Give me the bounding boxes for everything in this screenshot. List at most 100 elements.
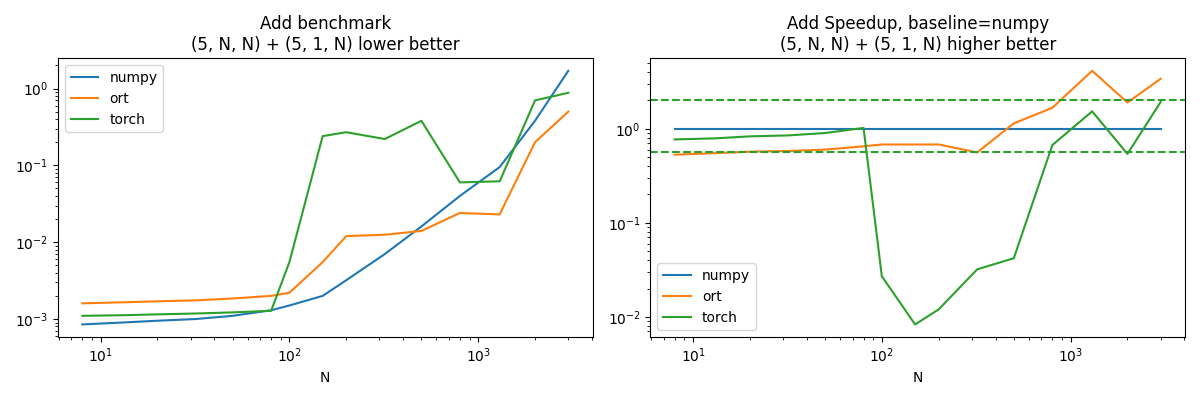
ort: [492, 212, 506, 217]
torch: [1121, 152, 1135, 156]
numpy: [150, 318, 164, 323]
ort: [667, 152, 682, 157]
ort: [188, 298, 203, 303]
torch: [743, 134, 757, 139]
ort: [743, 149, 757, 154]
numpy: [340, 278, 354, 283]
torch: [264, 308, 278, 313]
ort: [452, 210, 467, 215]
torch: [667, 137, 682, 142]
ort: [414, 228, 428, 233]
ort: [115, 300, 130, 305]
numpy: [316, 294, 330, 298]
torch: [818, 131, 833, 136]
ort: [1121, 100, 1135, 105]
torch: [1007, 256, 1021, 261]
ort: [931, 142, 946, 147]
ort: [781, 148, 796, 153]
torch: [970, 267, 984, 272]
ort: [528, 140, 542, 145]
numpy: [908, 126, 923, 131]
torch: [908, 322, 923, 327]
ort: [316, 260, 330, 264]
ort: [707, 151, 721, 156]
torch: [562, 90, 576, 95]
ort: [818, 147, 833, 152]
Title: Add Speedup, baseline=numpy
(5, N, N) + (5, 1, N) higher better: Add Speedup, baseline=numpy (5, N, N) + …: [780, 15, 1056, 54]
numpy: [667, 126, 682, 131]
torch: [1153, 100, 1168, 104]
numpy: [1007, 126, 1021, 131]
ort: [908, 142, 923, 147]
torch: [931, 307, 946, 312]
numpy: [492, 165, 506, 170]
numpy: [781, 126, 796, 131]
torch: [115, 313, 130, 318]
Title: Add benchmark
(5, N, N) + (5, 1, N) lower better: Add benchmark (5, N, N) + (5, 1, N) lowe…: [191, 15, 460, 54]
numpy: [226, 314, 240, 318]
numpy: [76, 322, 90, 327]
numpy: [1045, 126, 1060, 131]
ort: [1085, 68, 1099, 73]
numpy: [282, 303, 296, 308]
ort: [282, 290, 296, 295]
ort: [1153, 76, 1168, 81]
numpy: [414, 224, 428, 229]
numpy: [115, 320, 130, 325]
ort: [150, 299, 164, 304]
torch: [452, 180, 467, 185]
torch: [857, 126, 871, 130]
Line: ort: ort: [83, 112, 569, 303]
Line: torch: torch: [674, 102, 1160, 324]
numpy: [378, 252, 392, 256]
Line: numpy: numpy: [83, 71, 569, 324]
ort: [264, 294, 278, 298]
numpy: [707, 126, 721, 131]
torch: [414, 118, 428, 123]
numpy: [188, 317, 203, 322]
ort: [1007, 121, 1021, 126]
Line: torch: torch: [83, 93, 569, 316]
torch: [781, 133, 796, 138]
ort: [76, 301, 90, 306]
torch: [282, 260, 296, 264]
Legend: numpy, ort, torch: numpy, ort, torch: [658, 263, 756, 330]
ort: [1045, 105, 1060, 110]
numpy: [1121, 126, 1135, 131]
numpy: [1085, 126, 1099, 131]
torch: [150, 312, 164, 317]
torch: [528, 98, 542, 103]
torch: [492, 179, 506, 184]
ort: [857, 144, 871, 149]
numpy: [875, 126, 889, 131]
numpy: [970, 126, 984, 131]
torch: [340, 130, 354, 135]
ort: [562, 109, 576, 114]
Legend: numpy, ort, torch: numpy, ort, torch: [65, 65, 163, 132]
numpy: [818, 126, 833, 131]
numpy: [528, 118, 542, 123]
numpy: [857, 126, 871, 131]
torch: [76, 314, 90, 318]
torch: [1085, 109, 1099, 114]
X-axis label: N: N: [912, 371, 923, 385]
ort: [970, 150, 984, 155]
ort: [340, 234, 354, 238]
torch: [875, 274, 889, 279]
numpy: [264, 308, 278, 313]
numpy: [1153, 126, 1168, 131]
torch: [226, 310, 240, 315]
ort: [378, 232, 392, 237]
torch: [378, 137, 392, 142]
torch: [188, 311, 203, 316]
numpy: [452, 194, 467, 198]
Line: ort: ort: [674, 71, 1160, 155]
ort: [875, 142, 889, 147]
torch: [707, 136, 721, 141]
numpy: [931, 126, 946, 131]
numpy: [562, 68, 576, 73]
numpy: [743, 126, 757, 131]
X-axis label: N: N: [320, 371, 330, 385]
torch: [1045, 143, 1060, 148]
torch: [316, 134, 330, 138]
